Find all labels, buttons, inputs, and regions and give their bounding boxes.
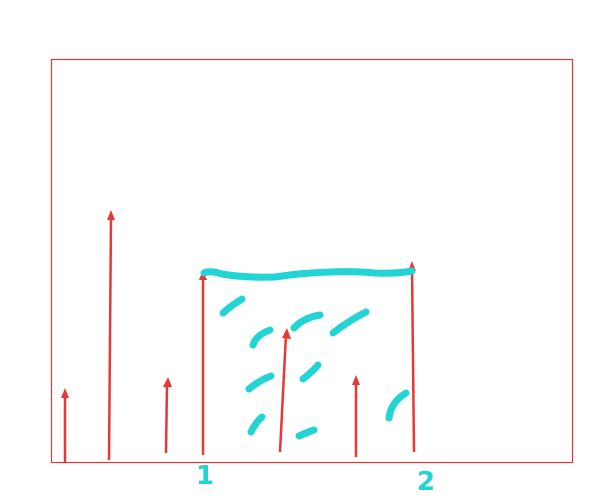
arrow-head xyxy=(282,328,291,339)
label: 2 xyxy=(417,467,435,497)
shaded-region xyxy=(200,267,416,440)
arrow-head xyxy=(107,210,115,220)
hatch xyxy=(245,372,275,393)
frame xyxy=(50,58,574,464)
arrow-head xyxy=(61,388,69,398)
arrow xyxy=(164,382,169,454)
label: 1 xyxy=(196,461,214,491)
arrow xyxy=(107,215,113,461)
arrow xyxy=(278,333,288,453)
arrow xyxy=(410,266,416,453)
hatch xyxy=(385,389,410,422)
hatch xyxy=(249,326,274,349)
region-top xyxy=(200,267,416,281)
hatch xyxy=(219,295,246,317)
hatch xyxy=(299,361,322,383)
hatch xyxy=(290,311,324,332)
arrows xyxy=(61,210,416,462)
arrow-head xyxy=(163,377,172,387)
hatch xyxy=(295,426,318,440)
arrow-head xyxy=(352,375,360,385)
hatch xyxy=(247,413,266,436)
hatch xyxy=(329,308,370,337)
